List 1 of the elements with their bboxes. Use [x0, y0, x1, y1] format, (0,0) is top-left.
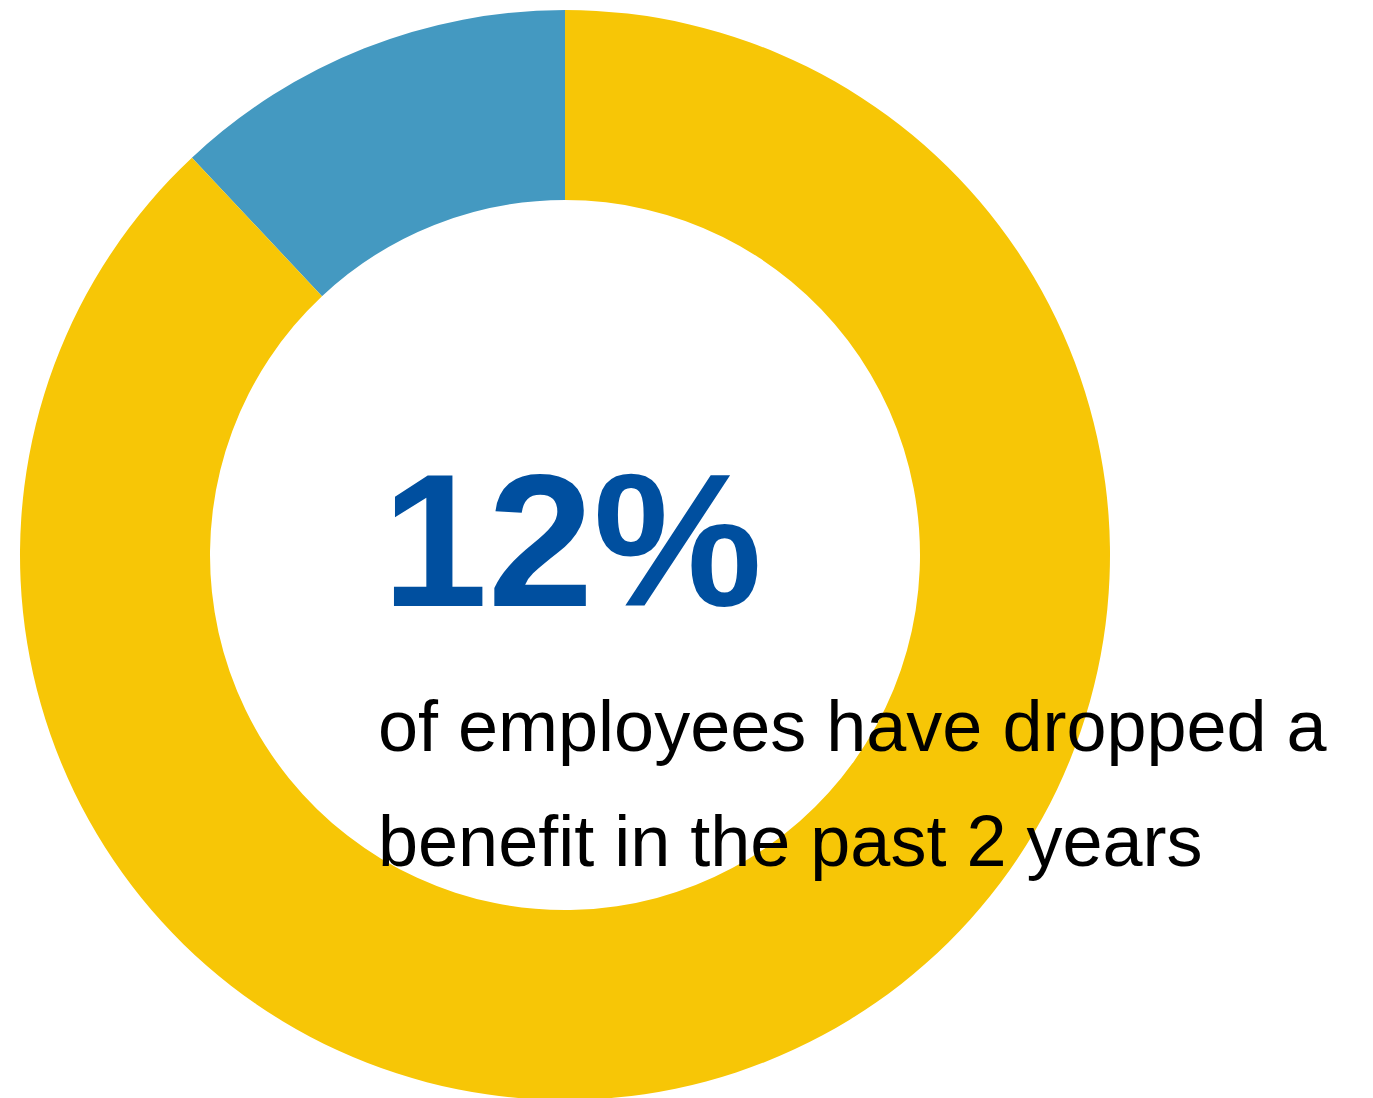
text: 12%	[382, 434, 763, 646]
